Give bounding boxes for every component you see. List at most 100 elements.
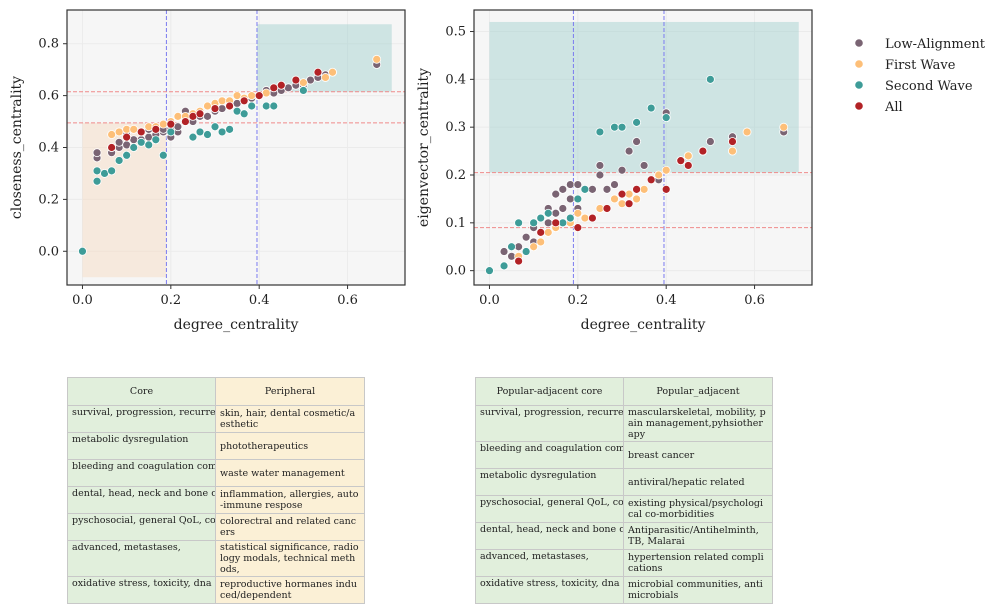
core-cell: pyschosocial, general QoL, coping [475,495,624,523]
point-low [573,180,583,189]
topic-cell: skin, hair, dental cosmetic/aesthetic [215,405,365,433]
point-second [203,130,212,139]
point-low [602,184,612,194]
point-first [573,208,583,218]
point-second [114,156,124,165]
point-low [588,184,597,194]
point-all [291,75,301,85]
x-axis-label: degree_centrality [581,317,706,333]
point-second [151,135,161,145]
point-second [247,101,257,111]
point-second [529,218,539,228]
closeness-chart: 0.0 0.2 0.4 0.6 0.0 0.2 0.4 0.6 0.8 degree_centra… [9,9,406,333]
point-low [543,218,553,228]
point-second [646,103,656,113]
point-all [210,104,220,113]
point-second [565,213,575,223]
point-first [639,184,649,194]
y-axis-label: closeness_centrality [9,76,25,219]
table-row: advanced, metastases, statistical signifi… [67,540,365,577]
point-second [144,140,154,150]
point-first [742,127,752,137]
point-second [595,127,605,137]
point-first [580,213,590,223]
legend-marker-all [854,101,864,111]
topic-cell: existing physical/psychological co-morbi… [623,495,773,523]
core-cell: dental, head, neck and bone cancers [67,486,216,514]
legend-marker-second [854,80,864,90]
point-second [158,150,168,160]
topic-cell: antiviral/hepatic related [623,468,773,496]
point-all [225,101,234,111]
point-low [558,184,568,194]
table-row: bleeding and coagulation complicationswa… [67,459,365,487]
point-all [239,96,249,106]
table-row: metabolic dysregulation antiviral/hepatic… [475,468,773,496]
y-tick-label: 0.4 [445,72,466,87]
y-tick-label: 0.3 [445,120,466,135]
point-all [107,143,117,152]
table-row: oxidative stress, toxicity, dna damage, … [475,576,773,604]
y-tick-label: 0.1 [445,216,466,231]
topic-cell: reproductive hormanes induced/dependent [215,576,365,604]
point-first [536,237,546,247]
point-low [617,165,627,175]
point-low [92,148,102,158]
legend-label: First Wave [885,58,956,73]
point-all [136,127,146,137]
point-second [507,242,516,252]
point-first [610,194,619,204]
point-all [698,146,708,156]
point-low [565,194,575,204]
point-all [254,91,264,101]
point-all [632,184,641,194]
point-low [521,232,531,242]
point-second [705,74,715,84]
point-second [92,166,102,176]
topic-cell: Antiparasitic/Antihelminth, TB, Malarai [623,522,773,550]
charts-canvas: 0.0 0.2 0.4 0.6 0.0 0.2 0.4 0.6 0.8 degree_centra… [9,9,986,333]
point-second [217,127,227,137]
point-first [114,127,124,137]
point-all [313,67,323,77]
point-all [683,161,693,170]
topic-cell: waste water management [215,459,365,487]
point-all [602,204,612,213]
point-low [499,247,509,256]
point-second [514,218,524,228]
point-second [573,194,583,204]
point-second [166,127,176,137]
point-low [551,189,561,199]
point-all [617,189,627,199]
point-first [173,111,183,121]
point-first [654,170,664,180]
table-row: oxidative stress, toxicity, dna damage, … [67,576,365,604]
point-all [551,218,561,228]
point-all [536,227,546,237]
point-all [573,223,583,233]
legend-label: Low-Alignment [885,37,986,52]
point-first [217,96,227,106]
popular-adjacent-header: Popular_adjacent [623,377,773,406]
topic-cell: mascularskeletal, mobility, pain managem… [623,405,773,442]
point-second [610,122,619,132]
point-second [661,113,671,123]
y-tick-label: 0.8 [38,37,59,52]
point-first [543,227,553,237]
y-tick-label: 0.4 [38,141,59,156]
topic-cell: phototherapeutics [215,432,365,460]
legend-label: Second Wave [885,79,973,94]
core-cell: oxidative stress, toxicity, dna damage, … [475,576,624,604]
topic-cell: hypertension related complications [623,549,773,577]
point-second [521,247,531,256]
point-second [188,132,198,142]
y-tick-label: 0.5 [445,25,466,40]
table-row: advanced, metastases, hypertension relate… [475,549,773,577]
point-second [136,137,146,147]
point-second [129,143,139,152]
core-cell: metabolic dysregulation [475,468,624,496]
core-cell: survival, progression, recurrence [67,405,216,433]
point-low [610,180,619,189]
y-axis-label: eigenvector_centrality [416,68,432,227]
legend-marker-first [854,59,864,69]
